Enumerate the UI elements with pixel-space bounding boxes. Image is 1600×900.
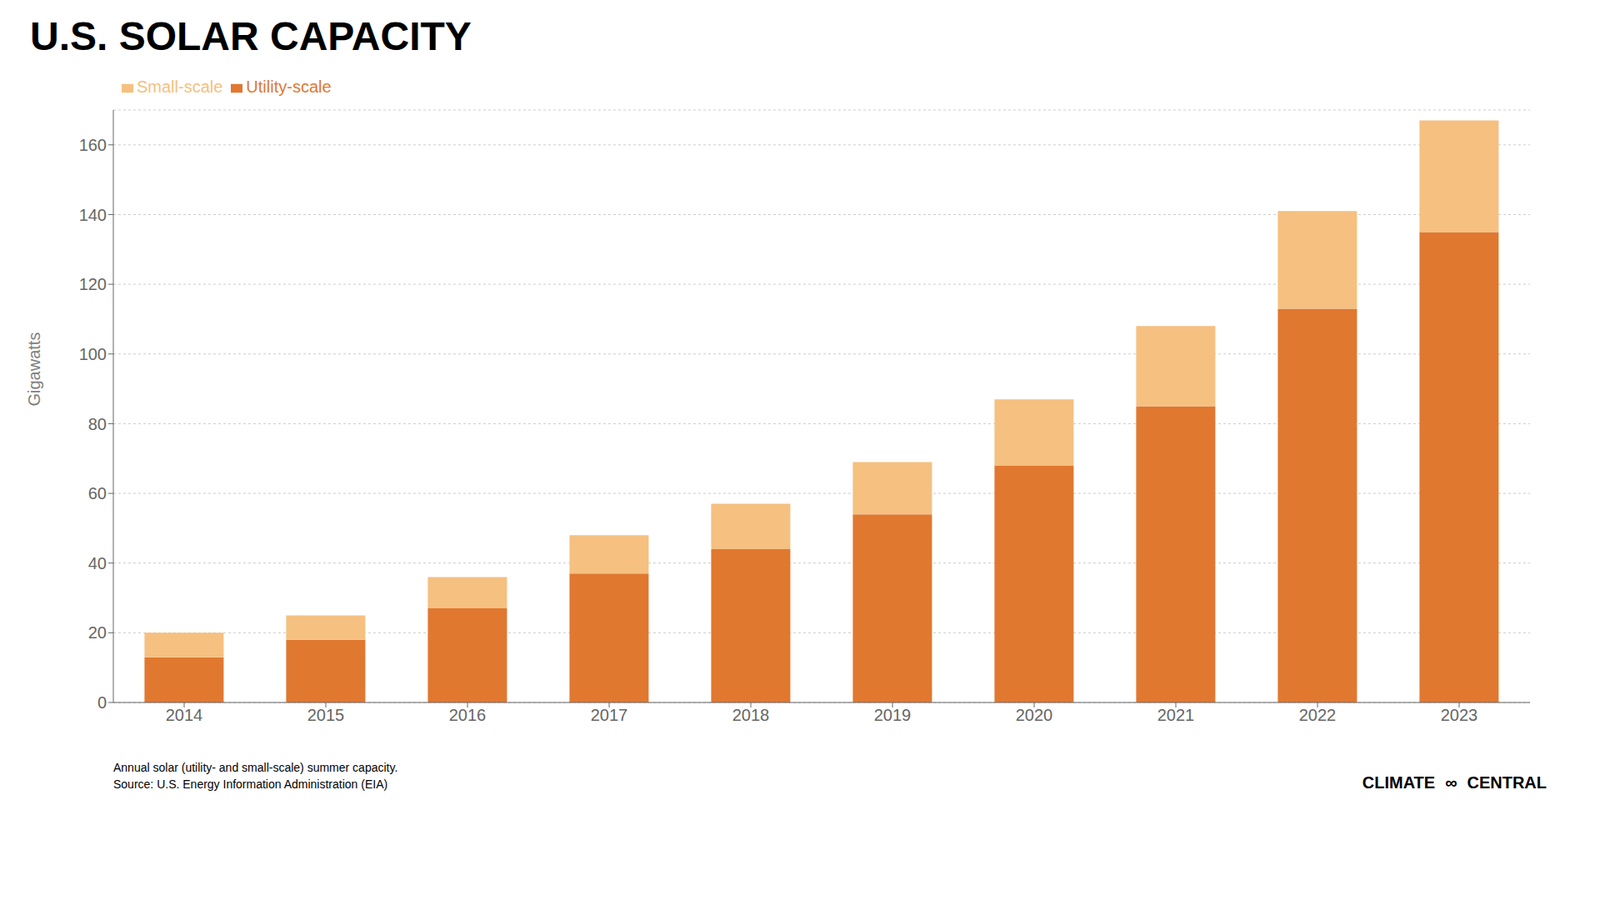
svg-text:2023: 2023 — [1440, 705, 1479, 725]
html-text:Utility-scale: Utility-scale — [246, 77, 332, 96]
svg-text:20: 20 — [88, 623, 107, 642]
svg-text:Gigawatts: Gigawatts — [25, 332, 44, 407]
svg-text:2021: 2021 — [1157, 705, 1195, 725]
svg-text:2020: 2020 — [1015, 705, 1054, 725]
html-text:U.S. SOLAR CAPACITY: U.S. SOLAR CAPACITY — [30, 14, 472, 59]
svg-text:80: 80 — [88, 415, 107, 434]
html-text:Small-scale: Small-scale — [136, 77, 223, 96]
svg-text:60: 60 — [88, 484, 107, 503]
html-text:CLIMATE: CLIMATE — [1362, 773, 1436, 792]
html-text:CENTRAL: CENTRAL — [1467, 773, 1547, 792]
svg-text:2014: 2014 — [165, 705, 204, 725]
svg-text:2017: 2017 — [590, 705, 629, 725]
svg-text:2019: 2019 — [874, 705, 912, 725]
svg-text:140: 140 — [79, 205, 107, 225]
svg-text:0: 0 — [97, 693, 107, 712]
svg-text:100: 100 — [79, 345, 107, 364]
svg-text:120: 120 — [79, 275, 107, 294]
svg-text:2015: 2015 — [307, 705, 345, 725]
html-text:Source: U.S. Energy Informatio: Source: U.S. Energy Information Administ… — [113, 777, 388, 791]
svg-text:2018: 2018 — [732, 705, 770, 725]
html-text:Annual solar (utility- and sma: Annual solar (utility- and small-scale) … — [113, 760, 398, 775]
svg-text:2022: 2022 — [1299, 705, 1337, 725]
svg-text:40: 40 — [88, 554, 107, 573]
svg-text:2016: 2016 — [449, 705, 487, 725]
svg-text:160: 160 — [79, 135, 107, 155]
